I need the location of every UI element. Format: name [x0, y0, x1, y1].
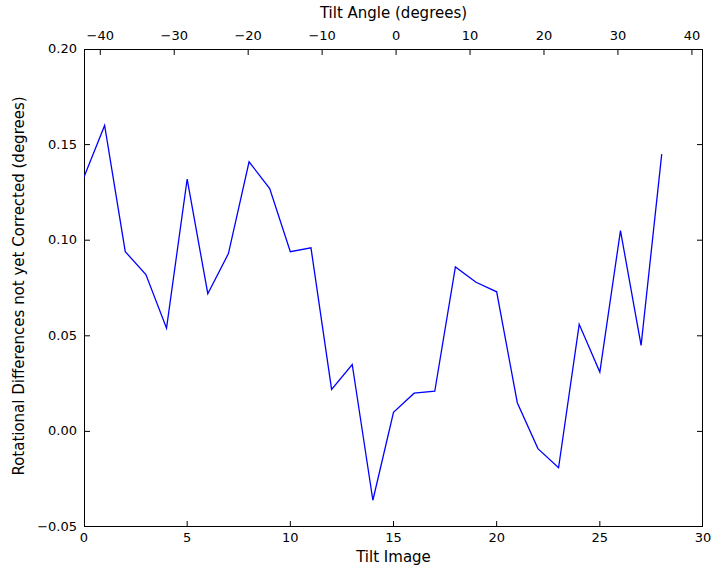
plot-frame — [85, 50, 703, 527]
x-tick-label: 30 — [678, 530, 724, 546]
x-tick-label: 10 — [265, 530, 315, 546]
figure: Tilt Angle (degrees) Tilt Image Rotation… — [0, 0, 724, 579]
x-tick-label: 25 — [575, 530, 625, 546]
y-tick-label: 0.10 — [30, 232, 77, 248]
x-axis-title: Tilt Image — [84, 548, 703, 567]
y-tick-label: 0.20 — [30, 41, 77, 57]
y-tick-label: 0.15 — [30, 137, 77, 153]
top-tick-label: −30 — [149, 28, 199, 44]
axis-ticks — [84, 49, 703, 527]
top-tick-label: 20 — [519, 28, 569, 44]
line-plot — [84, 49, 703, 527]
x-tick-label: 20 — [472, 530, 522, 546]
x-tick-label: 15 — [369, 530, 419, 546]
data-line — [84, 125, 662, 500]
y-tick-label: 0.05 — [30, 328, 77, 344]
top-tick-label: 0 — [371, 28, 421, 44]
top-tick-label: −10 — [297, 28, 347, 44]
top-tick-label: −40 — [75, 28, 125, 44]
y-axis-title: Rotational Differences not yet Corrected… — [10, 96, 29, 475]
top-tick-label: 30 — [593, 28, 643, 44]
top-axis-title: Tilt Angle (degrees) — [84, 4, 703, 23]
top-tick-label: −20 — [223, 28, 273, 44]
top-tick-label: 10 — [445, 28, 495, 44]
y-tick-label: 0.00 — [30, 423, 77, 439]
y-tick-label: −0.05 — [30, 519, 77, 535]
top-tick-label: 40 — [667, 28, 717, 44]
x-tick-label: 5 — [162, 530, 212, 546]
